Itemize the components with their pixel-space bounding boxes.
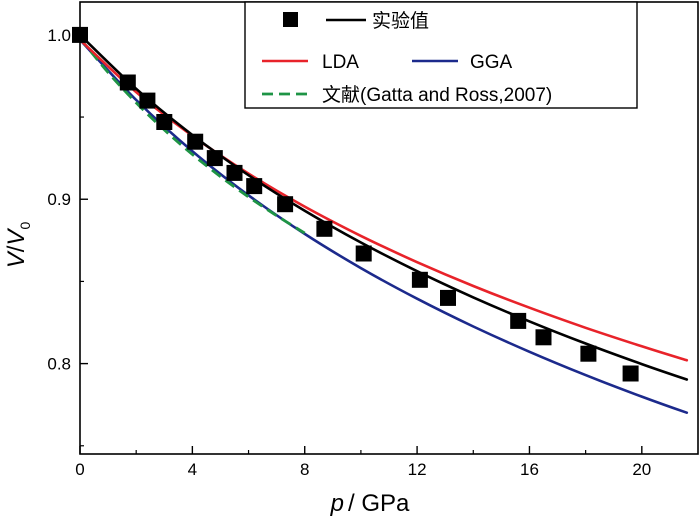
x-tick-label: 16	[520, 460, 539, 479]
legend-label-gga: GGA	[470, 52, 513, 73]
experimental-point	[411, 271, 428, 288]
legend-label-lda: LDA	[322, 52, 359, 73]
experimental-point	[316, 220, 333, 237]
literature-line	[78, 37, 306, 235]
series-layer	[72, 26, 689, 414]
experimental-point	[226, 164, 243, 181]
x-tick-label: 0	[75, 460, 84, 479]
experimental-point	[139, 92, 156, 109]
experimental-point	[206, 150, 223, 167]
experimental-point	[246, 178, 263, 195]
x-tick-label: 4	[188, 460, 197, 479]
x-axis-title: p / GPa	[330, 490, 410, 517]
legend-label-literature: 文献(Gatta and Ross,2007)	[322, 84, 552, 106]
experimental-point	[622, 365, 639, 382]
legend-marker-experimental	[283, 12, 298, 27]
y-axis-title: V/V0	[3, 222, 33, 269]
gga-line	[78, 38, 689, 414]
x-tick-label: 12	[408, 460, 427, 479]
experimental-point	[440, 289, 456, 306]
x-axis-variable: p	[330, 490, 344, 517]
experimental-point	[187, 133, 204, 150]
y-tick-label: 0.8	[47, 355, 71, 374]
x-tick-label: 20	[632, 460, 651, 479]
y-tick-label: 1.0	[47, 26, 71, 45]
legend-box	[244, 1, 638, 109]
experimental-point	[510, 312, 527, 329]
experimental-point	[580, 345, 597, 362]
experimental-point	[277, 196, 294, 213]
experimental-point	[156, 114, 173, 130]
x-axis-unit: / GPa	[348, 490, 410, 517]
experimental-point	[355, 245, 372, 262]
experimental-point	[535, 329, 552, 346]
legend-label-experimental: 实验值	[372, 10, 429, 32]
legend: 实验值 LDA GGA 文献(Gatta and Ross,2007)	[244, 1, 638, 109]
y-tick-label: 0.9	[47, 190, 71, 209]
x-tick-label: 8	[300, 460, 309, 479]
tick-layer: 0 4 8 12 16 20 0.8 0.9 1.0	[47, 26, 651, 479]
experimental-point	[119, 74, 136, 91]
